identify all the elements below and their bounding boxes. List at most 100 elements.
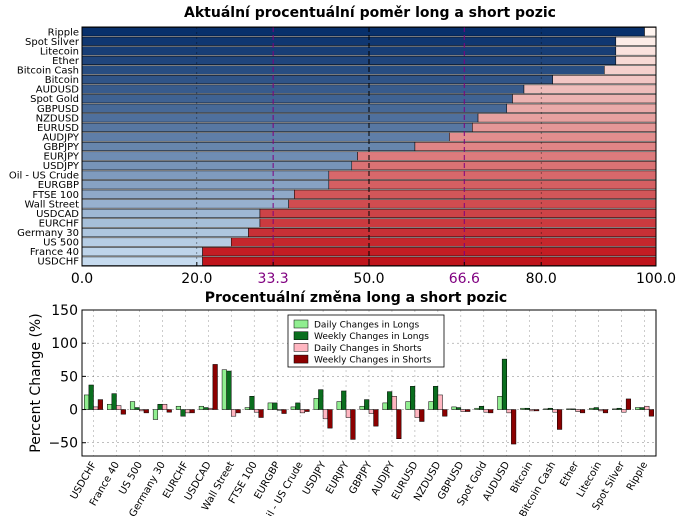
legend-swatch <box>293 354 309 364</box>
category-label: GBPJPY <box>43 142 79 153</box>
long-bar <box>81 55 617 65</box>
short-bar <box>328 180 657 190</box>
legend-label: Daily Changes in Shorts <box>314 344 422 354</box>
change-bar <box>244 407 250 410</box>
long-bar <box>81 36 617 46</box>
change-bar <box>364 399 370 410</box>
x-tick-label: 66.6 <box>449 271 480 287</box>
x-tick-label: 33.3 <box>258 271 289 287</box>
category-label: Spot Silver <box>25 37 80 48</box>
long-bar <box>81 218 261 228</box>
change-bar <box>428 401 434 410</box>
change-bar <box>391 396 397 410</box>
change-bar <box>134 407 140 410</box>
long-bar <box>81 94 513 104</box>
change-bar <box>185 409 191 414</box>
change-bar <box>410 386 416 410</box>
change-bar <box>152 409 159 420</box>
category-label: US 500 <box>43 238 79 249</box>
legend-box <box>287 314 445 368</box>
change-bar <box>304 409 310 412</box>
short-bar <box>288 199 657 209</box>
short-bar <box>357 151 657 161</box>
change-bar <box>437 394 443 410</box>
change-bar <box>405 401 411 410</box>
long-bar <box>81 65 605 75</box>
change-bar <box>442 409 448 417</box>
change-bar <box>336 401 342 410</box>
legend-swatch <box>293 331 309 340</box>
category-label: USDCHF <box>37 257 79 268</box>
short-bar <box>615 36 657 46</box>
change-bar <box>524 407 530 410</box>
long-bar <box>81 122 473 132</box>
change-bar <box>534 409 540 412</box>
category-label: Spot Gold <box>30 94 79 105</box>
y-tick-label: 50 <box>60 369 78 385</box>
bottom-chart-frame <box>81 309 657 457</box>
category-label: USDJPY <box>43 161 80 172</box>
change-bar <box>327 409 333 429</box>
category-label: GBPUSD <box>37 104 79 115</box>
long-bar <box>81 113 479 123</box>
change-bar <box>460 409 466 412</box>
change-bar <box>433 386 439 410</box>
change-bar <box>570 408 576 410</box>
category-label: Wall Street <box>25 199 80 210</box>
change-bar <box>253 409 260 413</box>
category-label: EURCHF <box>39 218 80 229</box>
x-tick-label: 20.0 <box>181 271 212 287</box>
bottom-chart-y-ticks: 150 100 50 0 −50 <box>48 303 86 452</box>
long-bar <box>81 189 295 199</box>
change-bar <box>387 391 393 410</box>
long-bar <box>81 180 330 190</box>
category-label: Ripple <box>625 460 650 493</box>
change-bar <box>612 408 618 410</box>
change-bar <box>465 409 471 412</box>
change-bar <box>621 409 627 413</box>
long-bar <box>81 237 232 247</box>
change-bar <box>455 407 462 410</box>
top-chart-title: Aktuální procentuální poměr long a short… <box>184 5 556 21</box>
change-bar <box>635 407 641 410</box>
category-label: Bitcoin <box>45 75 79 86</box>
change-bar <box>120 409 126 415</box>
legend-label: Daily Changes in Longs <box>314 321 419 331</box>
change-bar <box>226 370 232 410</box>
change-bar <box>566 408 572 410</box>
category-label: AUDJPY <box>42 132 80 143</box>
short-bar <box>414 141 657 152</box>
change-bar <box>267 402 273 410</box>
category-label: USDCAD <box>36 209 79 220</box>
legend-swatch <box>293 343 309 352</box>
change-bar <box>639 407 645 410</box>
change-bar <box>602 409 609 414</box>
change-bar <box>180 409 186 417</box>
change-bar <box>350 409 356 440</box>
short-bar <box>615 46 657 56</box>
short-bar <box>248 228 657 238</box>
short-bar <box>472 122 657 132</box>
category-label: NZDUSD <box>36 113 80 124</box>
y-tick-label: 100 <box>51 336 78 352</box>
y-tick-label: 150 <box>51 303 78 319</box>
change-bar <box>235 409 241 414</box>
x-tick-label: 80.0 <box>526 271 557 287</box>
short-bar <box>604 65 657 75</box>
long-bar <box>81 75 553 85</box>
category-label: Ether <box>52 56 80 67</box>
short-bar <box>259 218 657 228</box>
top-chart-frame <box>81 26 657 267</box>
change-bar <box>414 409 420 418</box>
long-bar <box>81 228 249 238</box>
x-tick-label: 50.0 <box>353 271 384 287</box>
short-bar <box>259 208 657 218</box>
short-bar <box>552 75 657 85</box>
category-label: Oil - US Crude <box>9 171 79 182</box>
change-bar <box>529 409 535 412</box>
short-bar <box>644 27 657 37</box>
change-bar <box>648 409 654 417</box>
